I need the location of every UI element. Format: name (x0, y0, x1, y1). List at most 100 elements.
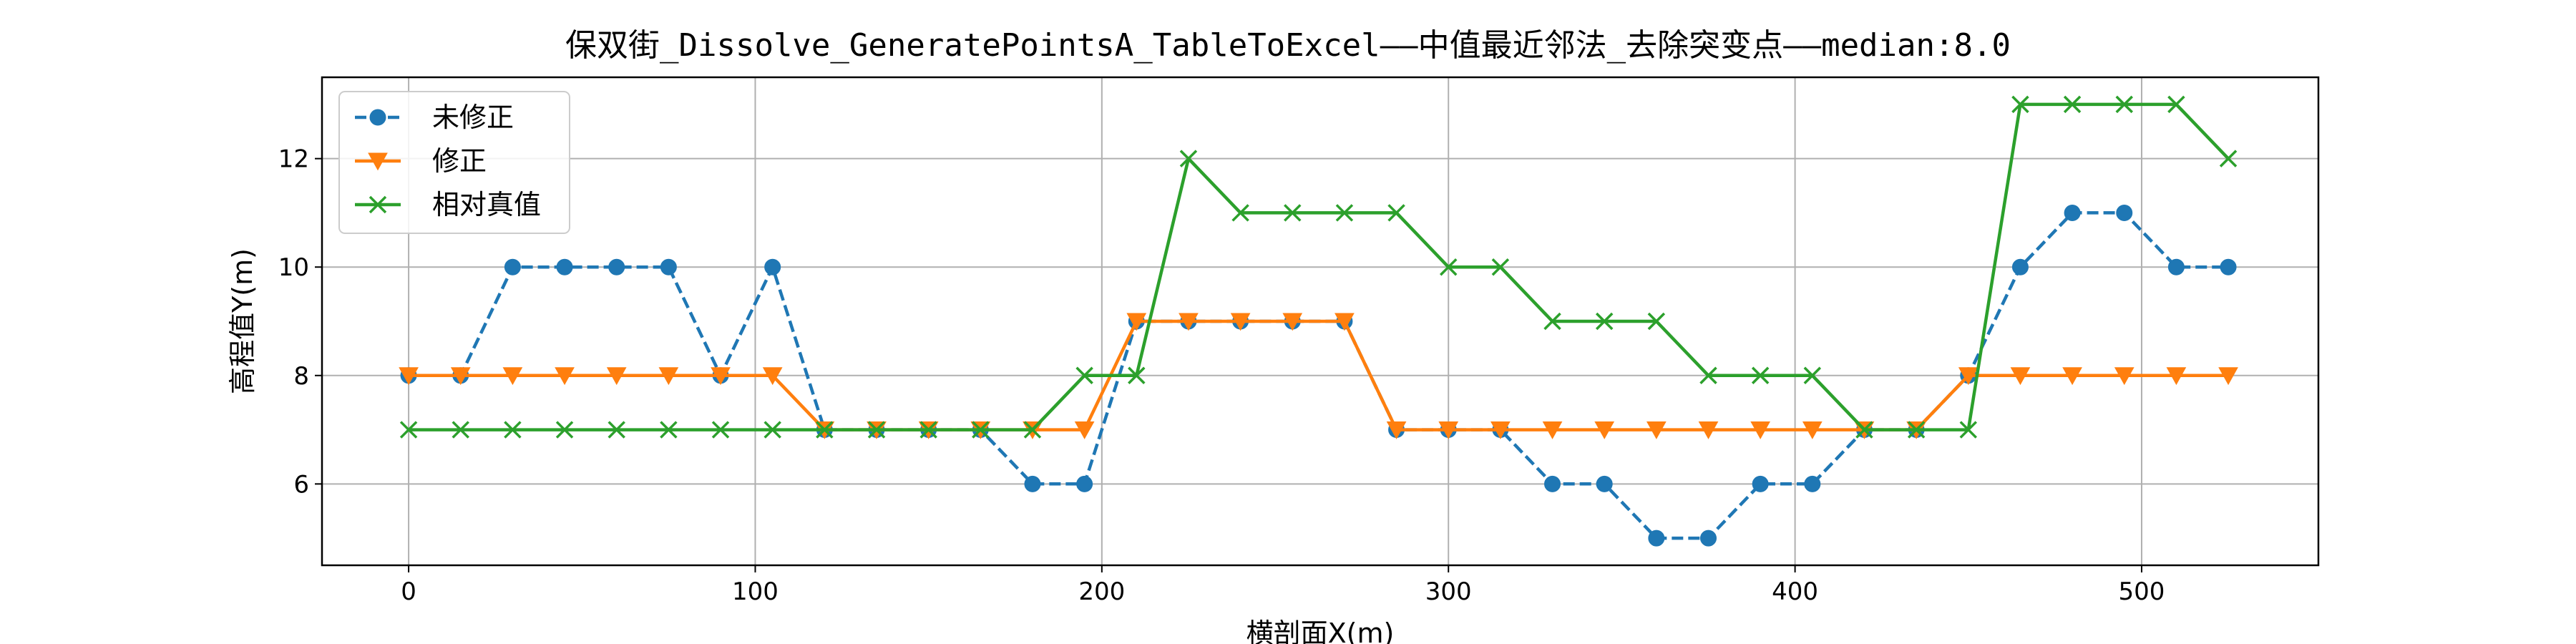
data-point (1699, 366, 1717, 385)
x-tick-label: 400 (1772, 577, 1818, 606)
data-point (1230, 313, 1251, 331)
data-point (504, 421, 522, 439)
data-point (1958, 367, 1979, 386)
legend-marker (369, 195, 387, 214)
data-point (1231, 204, 1249, 222)
x-tick-label: 500 (2119, 577, 2165, 606)
data-point (658, 367, 679, 386)
data-point (608, 258, 625, 275)
data-point (2011, 95, 2029, 114)
y-tick-label: 6 (293, 470, 309, 499)
data-point (1648, 530, 1665, 547)
data-point (867, 421, 886, 439)
data-point (1179, 150, 1198, 167)
data-point (1804, 475, 1821, 492)
data-point (1959, 421, 1978, 439)
data-point (1284, 204, 1302, 222)
data-point (1594, 421, 1615, 439)
data-point (1646, 421, 1667, 439)
data-point (2116, 204, 2133, 221)
data-point (2063, 95, 2082, 114)
data-point (2167, 95, 2185, 114)
data-point (2114, 367, 2135, 386)
data-point (919, 421, 937, 439)
x-tick-label: 200 (1078, 577, 1125, 606)
data-point (1542, 421, 1563, 439)
data-point (1907, 421, 1926, 439)
data-point (1803, 366, 1822, 385)
data-point (555, 421, 574, 439)
data-point (555, 367, 575, 386)
data-point (2062, 367, 2082, 386)
data-point (504, 258, 521, 275)
data-point (764, 258, 781, 275)
data-point (660, 421, 678, 439)
data-point (1386, 421, 1407, 439)
data-point (1855, 421, 1873, 439)
data-point (711, 367, 731, 386)
data-point (2167, 258, 2185, 275)
data-point (452, 421, 469, 439)
data-point (763, 421, 781, 439)
legend-label: 修正 (432, 145, 487, 177)
data-point (1387, 204, 1405, 222)
data-point (556, 258, 573, 275)
data-point (1282, 313, 1303, 331)
data-point (2115, 95, 2133, 114)
data-point (1179, 313, 1199, 331)
data-point (1544, 475, 1561, 492)
data-point (972, 421, 990, 439)
data-point (1491, 421, 1511, 439)
data-point (606, 367, 627, 386)
legend-entry: 未修正 (355, 102, 514, 133)
data-point (1075, 366, 1093, 385)
data-point (1126, 313, 1147, 331)
data-point (816, 421, 834, 439)
data-point (1491, 258, 1510, 276)
data-point (2219, 150, 2238, 167)
plot-series (399, 95, 2238, 547)
data-point (711, 421, 730, 439)
data-point (1076, 475, 1093, 492)
data-point (660, 258, 677, 275)
x-tick-label: 300 (1425, 577, 1472, 606)
series-line (409, 102, 2230, 431)
data-point (1750, 421, 1771, 439)
legend-entry: 修正 (355, 145, 487, 177)
y-tick-label: 8 (293, 362, 309, 391)
series-line (409, 319, 2229, 431)
data-point (608, 421, 625, 439)
data-point (1074, 421, 1095, 439)
data-point (2010, 367, 2031, 386)
data-point (502, 367, 523, 386)
data-point (1647, 312, 1666, 331)
series-3 (399, 95, 2238, 439)
x-tick-label: 100 (732, 577, 779, 606)
x-axis-label: 横剖面X(m) (1246, 618, 1395, 644)
data-point (450, 367, 471, 386)
y-axis-label: 高程值Y(m) (227, 248, 258, 394)
data-point (762, 367, 783, 386)
data-point (2218, 367, 2238, 386)
x-tick-label: 0 (401, 577, 416, 606)
data-point (2166, 367, 2187, 386)
data-point (1698, 421, 1719, 439)
plot-frame (321, 76, 2320, 567)
chart-title: 保双街_Dissolve_GeneratePointsA_TableToExce… (565, 27, 2011, 64)
data-point (1700, 530, 1717, 547)
data-point (1595, 312, 1614, 331)
legend-marker (369, 109, 386, 126)
data-point (2064, 204, 2081, 221)
y-tick-label: 12 (278, 145, 309, 174)
data-point (1335, 204, 1354, 222)
data-point (1024, 475, 1041, 492)
data-point (1439, 258, 1458, 276)
data-point (1543, 312, 1561, 331)
axis-ticks: 0 100 200 300 400 500 6 8 10 12 (278, 145, 2165, 606)
legend-entry: 相对真值 (355, 189, 541, 220)
legend-box (338, 91, 570, 234)
data-point (1023, 421, 1042, 439)
data-point (2220, 258, 2237, 275)
